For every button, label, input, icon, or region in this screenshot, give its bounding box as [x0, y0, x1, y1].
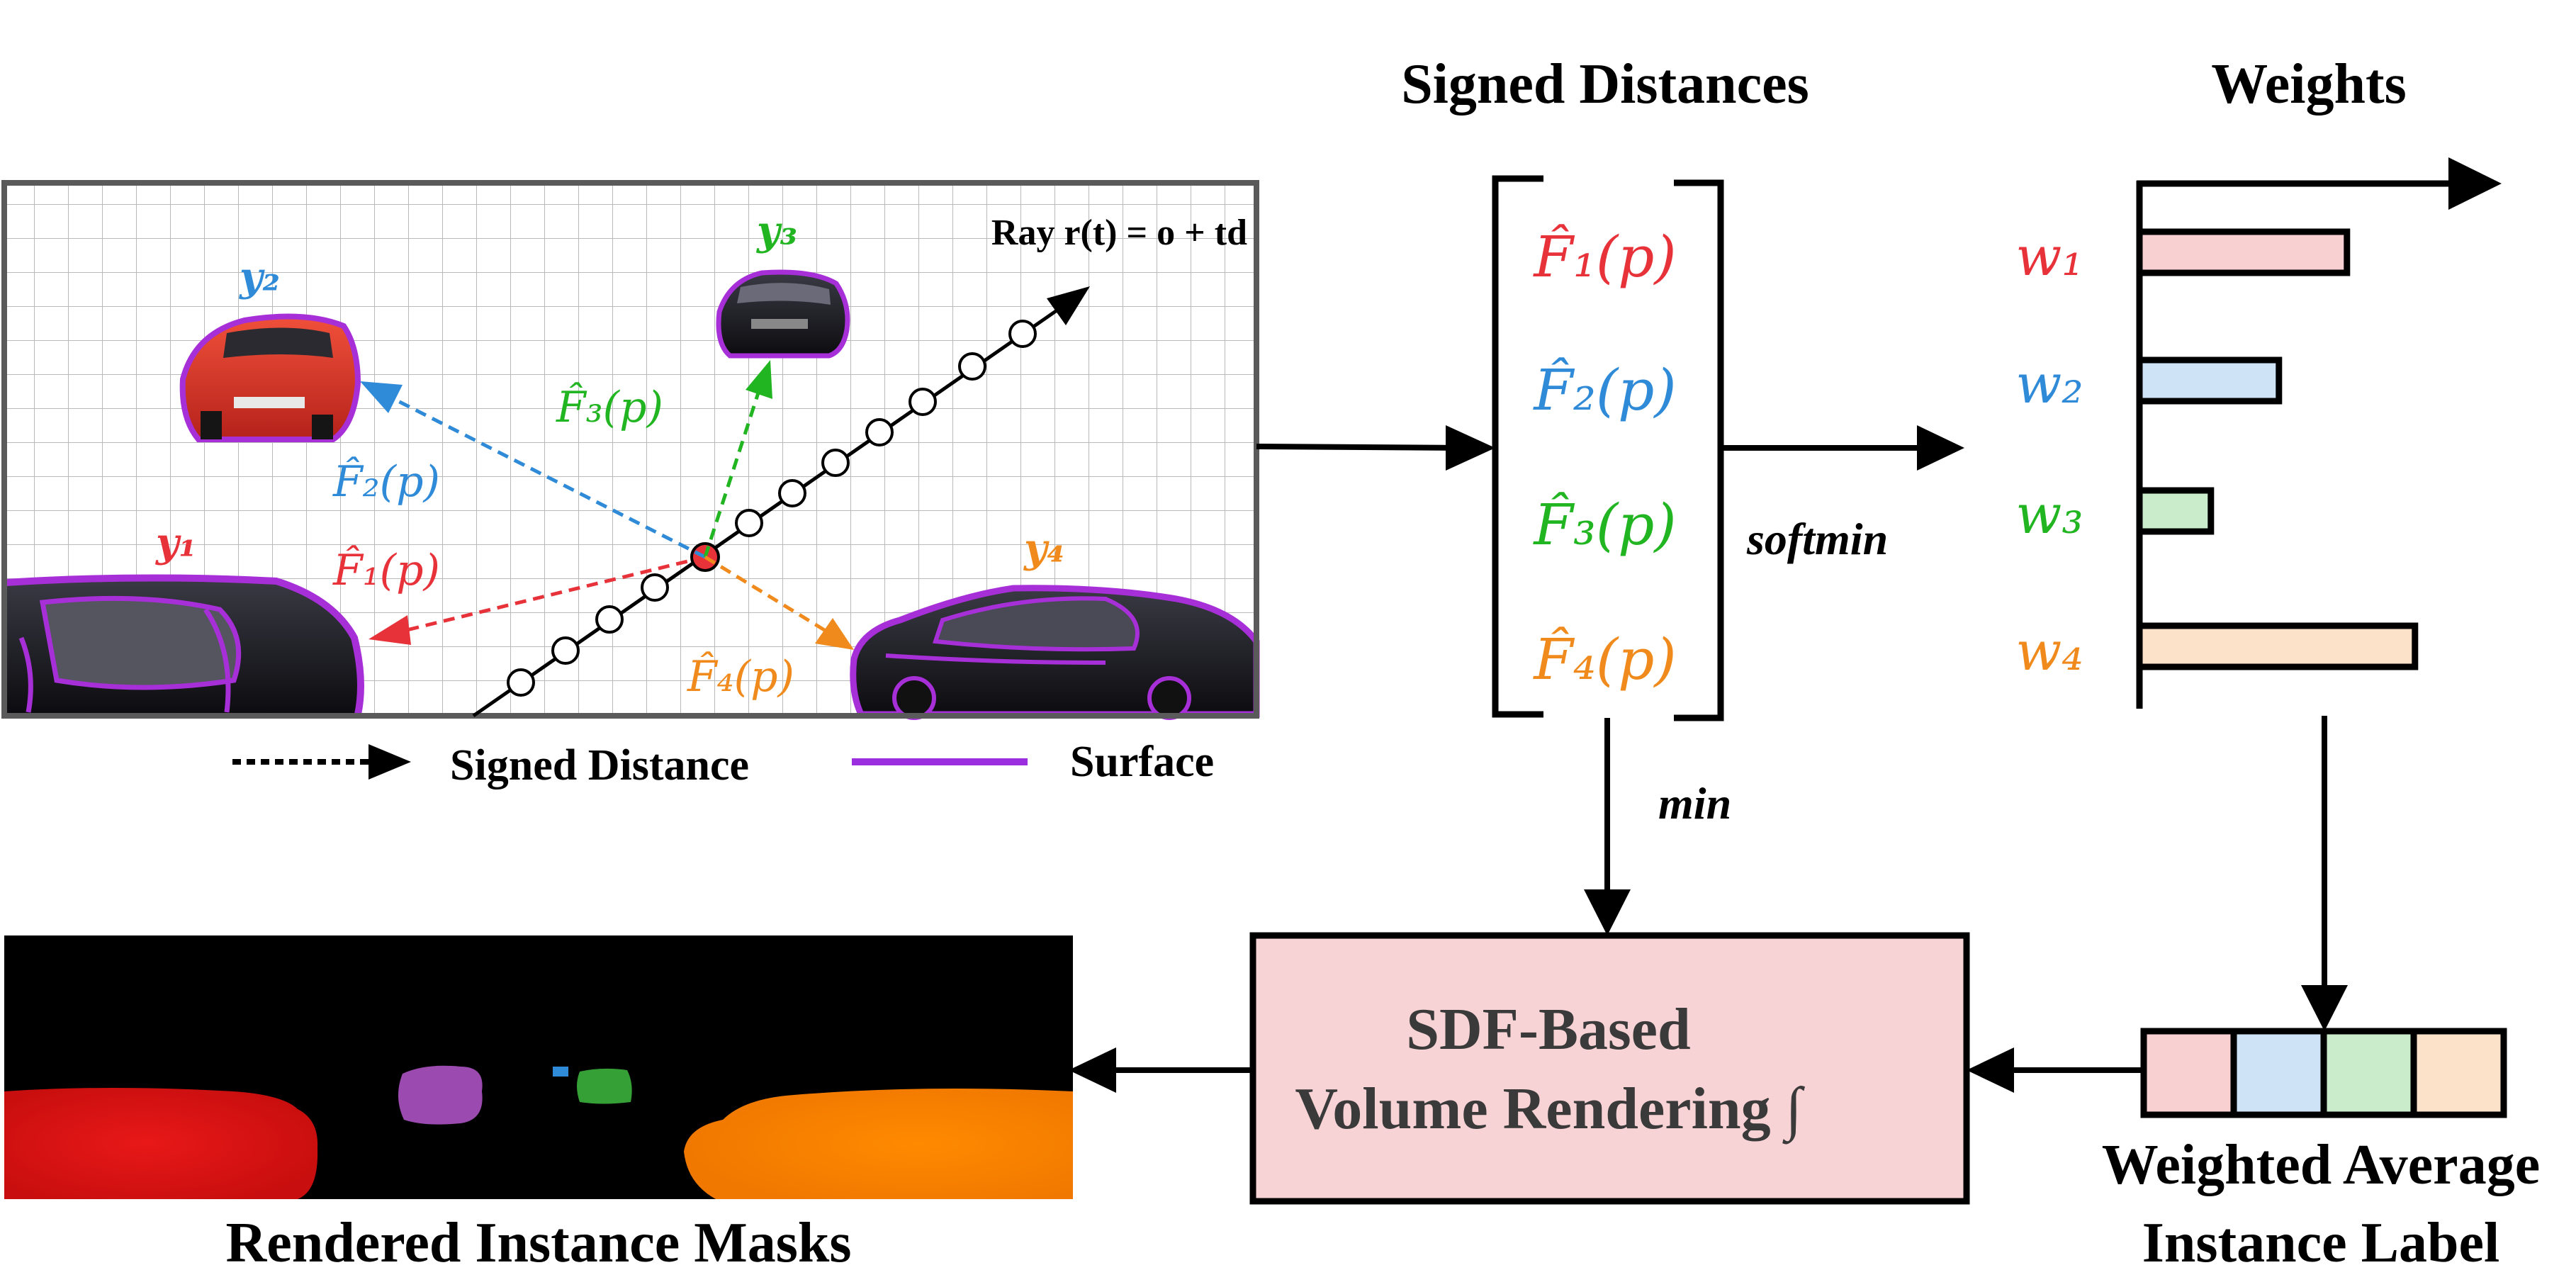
- min-label: min: [1658, 778, 1731, 828]
- mask-purple-car: [398, 1065, 483, 1125]
- label-y3: y₃: [755, 208, 797, 254]
- label-y1: y₁: [154, 519, 196, 566]
- vector-entry-3: F̂₃(p): [1532, 490, 1676, 558]
- legend-signed-distance-label: Signed Distance: [450, 741, 749, 789]
- mask-blue-car: [553, 1067, 568, 1077]
- scene-panel: [1, 180, 1260, 720]
- rendered-masks-image: [4, 935, 1073, 1199]
- sdf-arrow-3: [703, 386, 763, 558]
- softmin-label: softmin: [1746, 514, 1888, 564]
- car-y1-image: [5, 574, 364, 716]
- arrow-label-to-render: [1967, 1047, 2144, 1093]
- label-cell-1: [2140, 1028, 2237, 1118]
- sdf-arrowhead-4: [815, 618, 854, 650]
- legend-surface-label: Surface: [1070, 738, 1214, 786]
- sdf-arrow-4: [704, 555, 827, 633]
- label-y4: y₄: [1023, 525, 1064, 572]
- weight-bar-4: [2136, 622, 2419, 670]
- arrow-scene-to-vector: [1256, 425, 1495, 471]
- arrow-render-to-masks: [1069, 1047, 1253, 1093]
- weighted-average-line2: Instance Label: [2142, 1212, 2500, 1274]
- arrow-min: [1584, 718, 1631, 935]
- arrow-weights-to-label: [2301, 716, 2348, 1031]
- vector-entry-1: F̂₁(p): [1532, 223, 1676, 290]
- label-cell-3: [2320, 1028, 2417, 1118]
- volume-rendering-box: SDF-Based Volume Rendering ∫: [1249, 932, 1970, 1205]
- weight-label-3: w₃: [2015, 483, 2083, 546]
- sdf-arrowhead-3: [746, 360, 772, 399]
- car-y4-image: [850, 585, 1260, 720]
- weight-label-1: w₁: [2015, 225, 2083, 288]
- ray-arrowhead: [1047, 286, 1090, 325]
- legend: Signed Distance Surface: [232, 738, 1214, 789]
- legend-arrowhead: [369, 744, 411, 780]
- car-y2-image: [179, 313, 361, 442]
- signed-distance-vector: F̂₁(p) F̂₂(p) F̂₃(p) F̂₄(p): [1492, 175, 1724, 721]
- weight-bar-3: [2136, 487, 2215, 535]
- title-signed-distances: Signed Distances: [1401, 53, 1809, 116]
- vector-left-bracket: [1492, 175, 1543, 718]
- mask-green-car: [577, 1068, 632, 1104]
- weights-axis-arrowhead: [2448, 157, 2502, 210]
- label-cell-4: [2410, 1028, 2507, 1118]
- scene-sdf-f3: F̂₃(p): [556, 382, 663, 432]
- scene-sdf-f1: F̂₁(p): [332, 545, 440, 595]
- label-cell-2: [2230, 1028, 2327, 1118]
- weight-label-4: w₄: [2015, 619, 2083, 682]
- label-y2: y₂: [238, 254, 280, 300]
- render-box-line1: SDF-Based: [1406, 996, 1690, 1062]
- title-weights: Weights: [2211, 53, 2407, 116]
- render-box-line2: Volume Rendering ∫: [1295, 1076, 1805, 1145]
- weight-bar-2: [2136, 356, 2283, 405]
- sdf-arrowhead-1: [369, 615, 411, 645]
- arrow-softmin: [1721, 425, 1964, 471]
- sdf-arrow-2: [388, 395, 707, 559]
- weights-chart: w₁ w₂ w₃ w₄: [2015, 157, 2502, 709]
- masks-caption: Rendered Instance Masks: [225, 1212, 851, 1274]
- ray: [472, 286, 1090, 718]
- sdf-arrows: [388, 386, 827, 633]
- mask-orange-car: [684, 1089, 1073, 1199]
- weighted-average-line1: Weighted Average: [2102, 1134, 2540, 1196]
- sdf-arrow-1: [403, 555, 706, 633]
- ray-label: Ray r(t) = o + td: [991, 213, 1247, 253]
- vector-right-bracket: [1674, 179, 1724, 721]
- sdf-arrowhead-2: [360, 381, 403, 413]
- weight-bar-1: [2136, 228, 2351, 276]
- scene-sdf-f2: F̂₂(p): [332, 456, 440, 507]
- mask-red-car: [4, 1088, 318, 1199]
- car-y3-image: [716, 269, 850, 359]
- weighted-average-label-bar: [2140, 1028, 2507, 1118]
- scene-sdf-f4: F̂₄(p): [687, 651, 794, 702]
- vector-entry-4: F̂₄(p): [1532, 625, 1676, 692]
- ray-sample-points: [507, 320, 1037, 697]
- weight-label-2: w₂: [2015, 352, 2083, 415]
- vector-entry-2: F̂₂(p): [1532, 356, 1676, 423]
